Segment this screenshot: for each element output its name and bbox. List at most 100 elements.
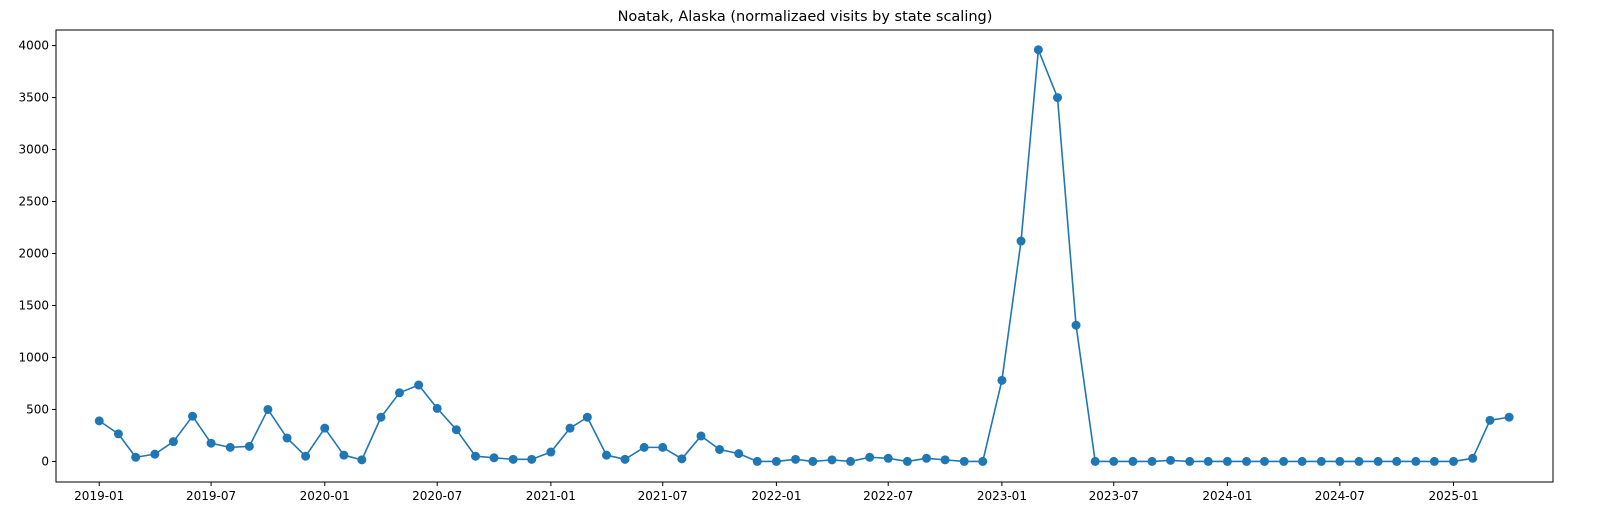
- x-tick-label: 2022-07: [863, 489, 913, 503]
- plot-area-frame: [55, 29, 1554, 483]
- data-point: [263, 404, 273, 414]
- data-point: [451, 425, 461, 435]
- data-point: [658, 442, 668, 452]
- data-point: [1016, 236, 1026, 246]
- data-point: [168, 437, 178, 447]
- data-point: [565, 423, 575, 433]
- data-point: [244, 441, 254, 451]
- data-point: [1354, 456, 1364, 466]
- data-point: [320, 423, 330, 433]
- y-tick-label: 2000: [18, 247, 49, 261]
- data-point: [1373, 456, 1383, 466]
- data-point: [639, 442, 649, 452]
- data-point: [734, 449, 744, 459]
- data-point: [395, 388, 405, 398]
- data-point: [1203, 456, 1213, 466]
- x-tick-label: 2019-01: [74, 489, 124, 503]
- data-point: [546, 447, 556, 457]
- data-point: [827, 455, 837, 465]
- data-point: [150, 449, 160, 459]
- data-point: [1242, 456, 1252, 466]
- data-point: [131, 452, 141, 462]
- data-point: [997, 375, 1007, 385]
- data-point: [1053, 93, 1062, 103]
- data-point: [1222, 456, 1232, 466]
- data-point: [1147, 456, 1157, 466]
- y-tick-label: 0: [41, 454, 49, 468]
- x-tick-label: 2021-07: [638, 489, 688, 503]
- x-tick-label: 2024-07: [1315, 489, 1365, 503]
- data-series: [94, 45, 1514, 466]
- data-point: [1468, 453, 1478, 463]
- chart-title: Noatak, Alaska (normalizaed visits by st…: [618, 9, 993, 25]
- data-point: [902, 456, 912, 466]
- y-axis: 0 500 1000 1500 2000 2500 3000 3500 4000: [18, 39, 56, 468]
- data-point: [1259, 456, 1269, 466]
- data-point: [1109, 456, 1119, 466]
- data-point: [489, 453, 499, 463]
- data-point: [1166, 455, 1176, 465]
- data-point: [1449, 456, 1459, 466]
- data-point: [1335, 456, 1345, 466]
- data-point: [432, 403, 442, 413]
- data-point: [1504, 412, 1514, 422]
- data-point: [1185, 456, 1195, 466]
- data-point: [1090, 456, 1100, 466]
- data-point: [978, 456, 988, 466]
- x-tick-label: 2022-01: [751, 489, 801, 503]
- x-tick-label: 2020-01: [300, 489, 350, 503]
- data-point: [1279, 456, 1289, 466]
- data-point: [1392, 456, 1402, 466]
- x-tick-label: 2019-07: [186, 489, 236, 503]
- data-point: [1485, 415, 1495, 425]
- data-point: [1411, 456, 1421, 466]
- data-point: [752, 456, 762, 466]
- data-point: [113, 429, 123, 439]
- y-tick-label: 3500: [18, 91, 49, 105]
- data-point: [282, 433, 292, 443]
- data-point: [940, 455, 950, 465]
- data-point: [301, 451, 311, 461]
- data-point: [414, 380, 424, 390]
- x-axis: 2019-01 2019-07 2020-01 2020-07 2021-01 2021-…: [74, 482, 1479, 503]
- data-point: [206, 438, 216, 448]
- x-tick-label: 2025-01: [1428, 489, 1478, 503]
- x-tick-label: 2021-01: [526, 489, 576, 503]
- y-tick-label: 1000: [18, 350, 49, 364]
- data-point: [527, 454, 537, 464]
- data-point: [471, 451, 481, 461]
- y-tick-label: 2500: [18, 195, 49, 209]
- data-point: [339, 450, 349, 460]
- y-tick-label: 500: [26, 402, 49, 416]
- data-point: [846, 456, 856, 466]
- data-point: [959, 456, 969, 466]
- y-tick-label: 4000: [18, 39, 49, 53]
- data-point: [1033, 45, 1043, 55]
- data-point: [1071, 320, 1081, 330]
- x-tick-label: 2023-07: [1089, 489, 1139, 503]
- data-point: [582, 412, 592, 422]
- y-tick-label: 1500: [18, 298, 49, 312]
- data-point: [791, 454, 801, 464]
- data-point: [922, 453, 932, 463]
- data-point: [225, 442, 235, 452]
- data-point: [808, 456, 818, 466]
- x-tick-label: 2023-01: [977, 489, 1027, 503]
- series-line: [98, 48, 1510, 463]
- y-tick-label: 3000: [18, 143, 49, 157]
- data-point: [357, 455, 367, 465]
- data-point: [715, 444, 725, 454]
- x-tick-label: 2024-01: [1202, 489, 1252, 503]
- data-point: [508, 454, 518, 464]
- data-point: [188, 411, 198, 421]
- data-point: [601, 450, 611, 460]
- data-point: [1316, 456, 1326, 466]
- data-point: [865, 452, 875, 462]
- data-point: [771, 456, 781, 466]
- data-point: [94, 416, 104, 426]
- data-point: [1297, 456, 1307, 466]
- data-point: [696, 431, 706, 441]
- x-tick-label: 2020-07: [412, 489, 462, 503]
- data-point: [1128, 456, 1138, 466]
